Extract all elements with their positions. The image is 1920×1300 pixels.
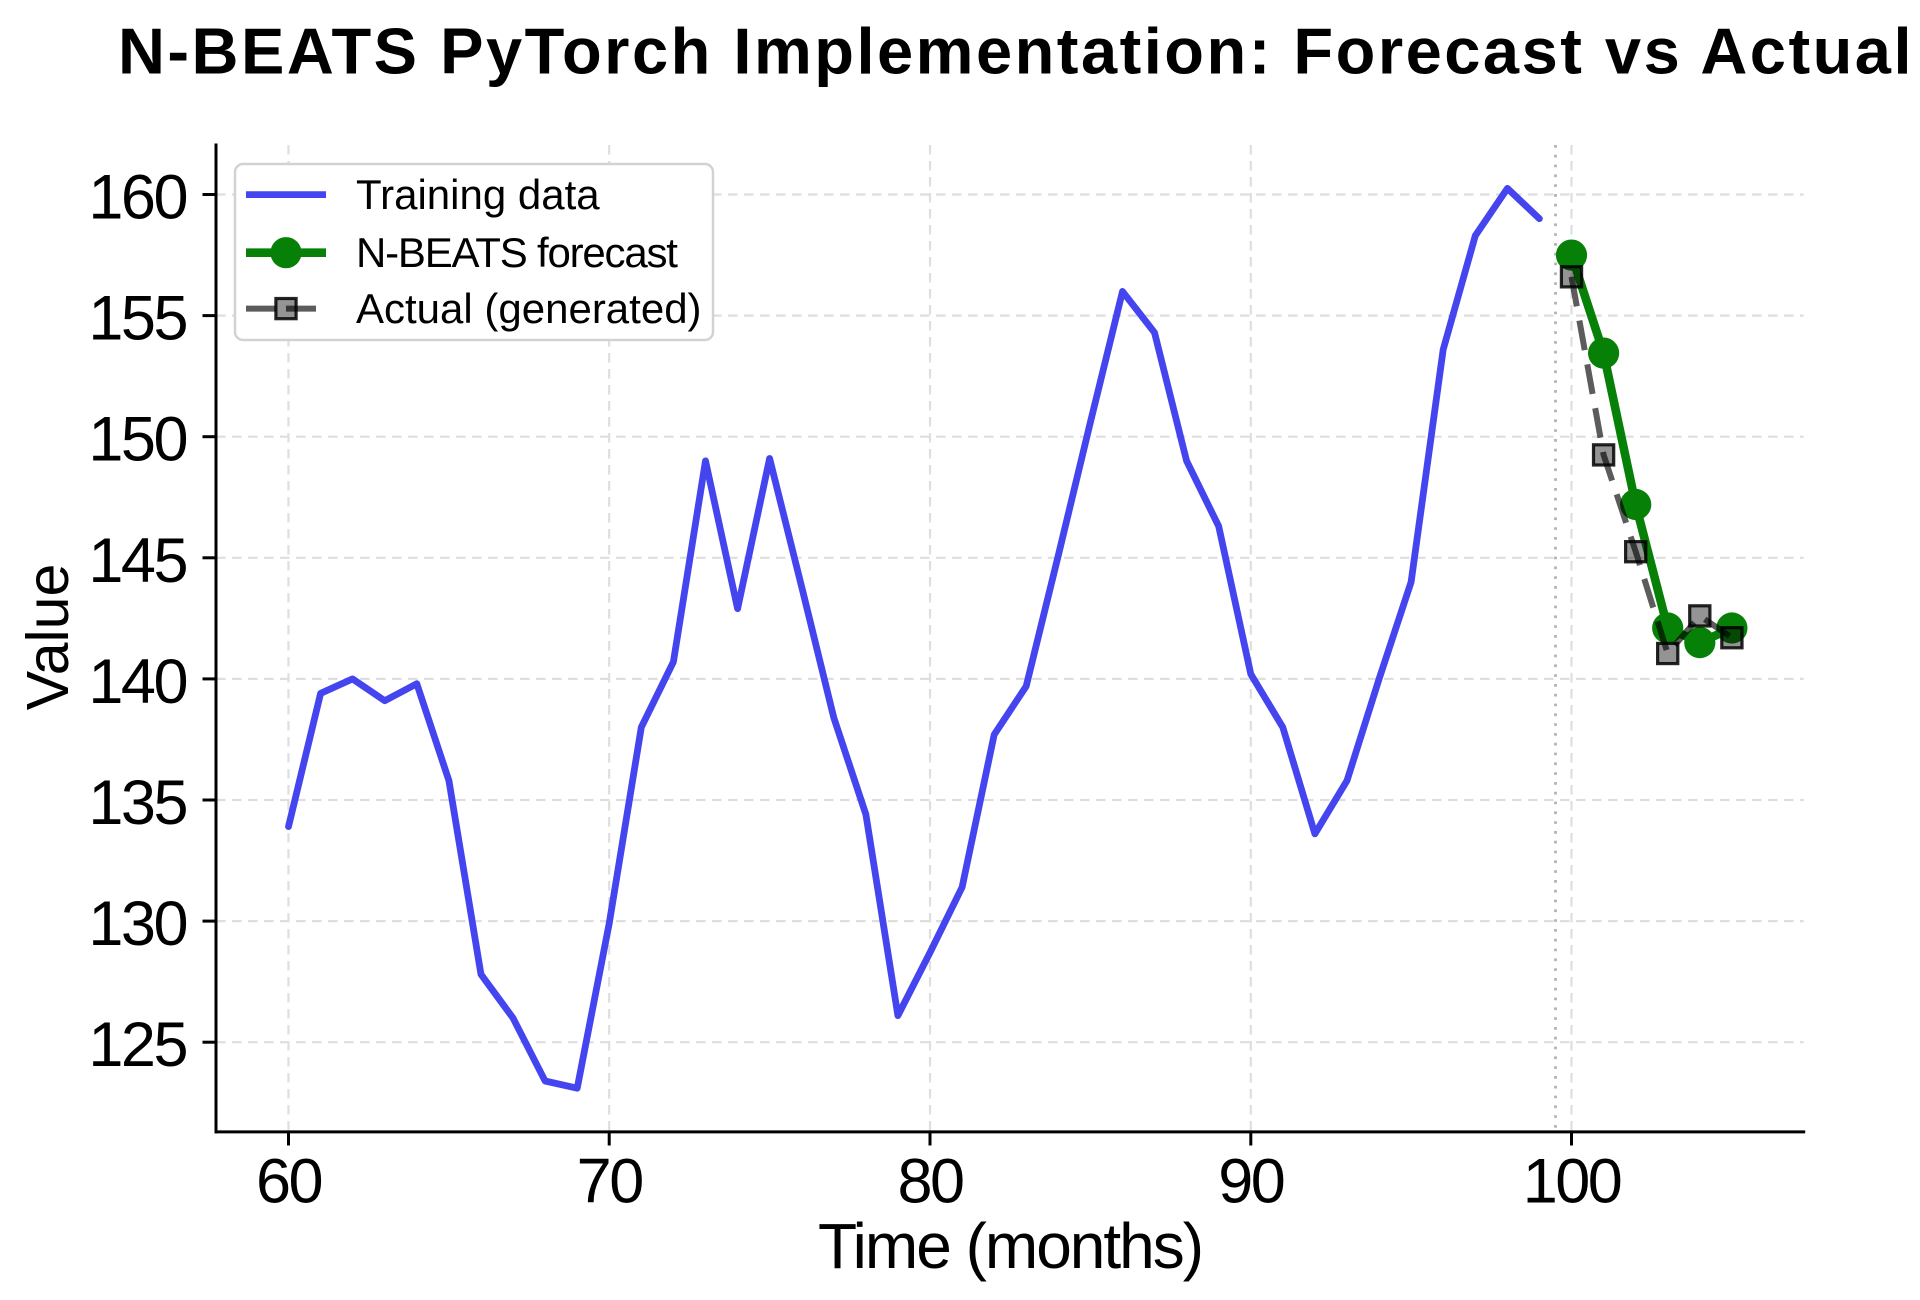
svg-text:Actual (generated): Actual (generated) xyxy=(356,285,702,332)
svg-text:N-BEATS PyTorch Implementation: N-BEATS PyTorch Implementation: Forecast… xyxy=(118,15,1914,88)
svg-text:150: 150 xyxy=(88,405,186,475)
svg-text:80: 80 xyxy=(897,1147,963,1217)
svg-text:155: 155 xyxy=(88,284,186,354)
svg-text:135: 135 xyxy=(88,768,186,838)
svg-text:145: 145 xyxy=(88,526,186,596)
svg-text:60: 60 xyxy=(256,1147,322,1217)
svg-text:140: 140 xyxy=(88,647,186,717)
svg-text:130: 130 xyxy=(88,889,186,959)
svg-text:Training data: Training data xyxy=(356,171,600,218)
svg-text:N-BEATS forecast: N-BEATS forecast xyxy=(356,229,678,276)
svg-text:70: 70 xyxy=(577,1147,643,1217)
svg-text:90: 90 xyxy=(1218,1147,1284,1217)
svg-text:100: 100 xyxy=(1523,1147,1621,1217)
svg-text:Value: Value xyxy=(15,564,81,711)
svg-text:Time (months): Time (months) xyxy=(818,1210,1202,1282)
svg-text:160: 160 xyxy=(88,163,186,233)
svg-text:125: 125 xyxy=(88,1010,186,1080)
